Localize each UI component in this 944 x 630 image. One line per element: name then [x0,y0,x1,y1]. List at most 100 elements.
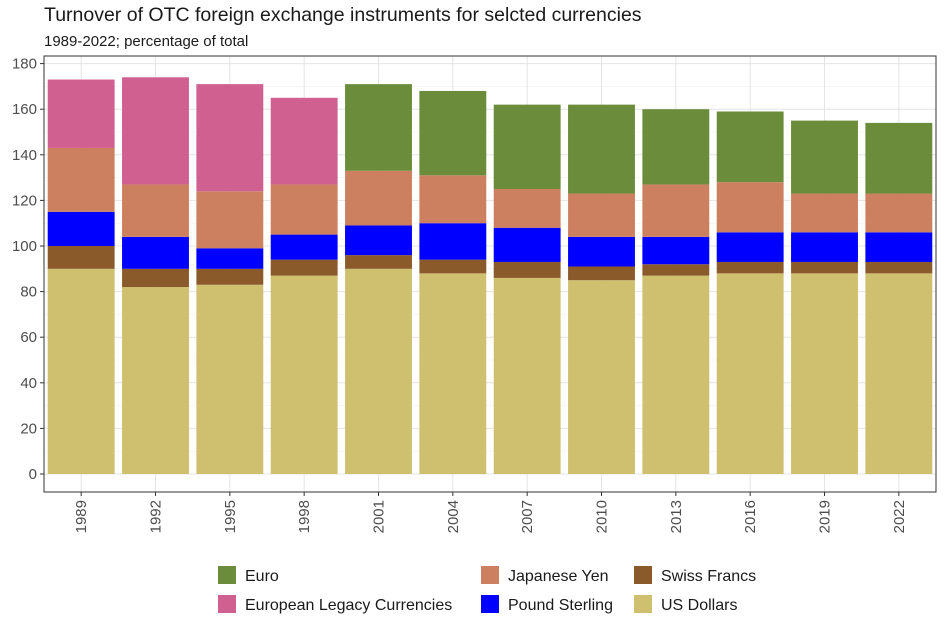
x-tick-label: 2001 [371,500,388,533]
bars [47,77,933,474]
y-tick-label: 120 [12,192,37,209]
bar-us-dollars-1989 [47,268,115,474]
y-tick-label: 180 [12,56,37,73]
bar-pound-sterling-2013 [642,236,710,265]
y-tick-label: 100 [12,238,37,255]
y-tick-label: 20 [20,420,37,437]
legend-label-japanese-yen: Japanese Yen [508,568,609,585]
bar-swiss-francs-1992 [122,268,189,288]
x-tick-label: 2019 [817,500,834,533]
bar-japanese-yen-1992 [122,184,189,237]
bar-european-legacy-currencies-1998 [270,97,338,185]
bar-pound-sterling-2001 [345,225,412,256]
legend-swatch-swiss-francs [634,566,652,584]
bar-pound-sterling-2010 [568,236,635,267]
legend-swatch-us-dollars [634,595,652,613]
bar-us-dollars-2013 [642,275,710,474]
x-tick-label: 1992 [148,500,165,533]
bar-swiss-francs-1998 [270,259,338,276]
bar-euro-2013 [642,109,710,185]
bar-european-legacy-currencies-1995 [196,84,264,192]
bar-euro-2010 [568,104,635,194]
bar-us-dollars-1995 [196,284,264,474]
bar-swiss-francs-2007 [493,261,561,278]
bar-euro-2022 [865,122,933,194]
bar-us-dollars-2007 [493,277,561,474]
bar-us-dollars-2004 [419,273,487,474]
bar-us-dollars-1998 [270,275,338,474]
bar-japanese-yen-2007 [493,189,561,228]
x-tick-label: 2007 [519,500,536,533]
plot-border [43,55,937,493]
legend-swatch-european-legacy-currencies [218,595,236,613]
bar-pound-sterling-1992 [122,236,189,269]
bar-swiss-francs-2016 [716,261,784,274]
x-tick-label: 2004 [445,500,462,533]
bar-japanese-yen-2010 [568,193,635,237]
bar-swiss-francs-2004 [419,259,487,274]
bar-japanese-yen-2022 [865,193,933,233]
bar-euro-2007 [493,104,561,189]
bar-swiss-francs-1989 [47,246,115,269]
legend-label-swiss-francs: Swiss Francs [661,568,756,585]
chart-subtitle: 1989-2022; percentage of total [44,33,249,50]
bar-pound-sterling-1989 [47,211,115,246]
bar-european-legacy-currencies-1989 [47,79,115,148]
bar-pound-sterling-2007 [493,227,561,262]
legend-label-euro: Euro [245,568,279,585]
y-tick-label: 160 [12,101,37,118]
legend-label-european-legacy-currencies: European Legacy Currencies [245,597,452,614]
bar-swiss-francs-2001 [345,255,412,269]
bar-japanese-yen-1995 [196,191,264,249]
bar-japanese-yen-2001 [345,170,412,226]
legend-label-us-dollars: US Dollars [661,597,737,614]
x-tick-label: 2022 [891,500,908,533]
bar-pound-sterling-2004 [419,223,487,260]
bar-euro-2019 [791,120,858,194]
x-tick-label: 2013 [668,500,685,533]
x-tick-label: 1995 [222,500,239,533]
x-tick-label: 1989 [73,500,90,533]
bar-japanese-yen-1989 [47,147,115,212]
bar-japanese-yen-2016 [716,182,784,233]
bar-swiss-francs-2019 [791,261,858,274]
bar-japanese-yen-2013 [642,184,710,237]
y-tick-label: 60 [20,329,37,346]
bar-swiss-francs-2022 [865,261,933,274]
bar-pound-sterling-1998 [270,234,338,260]
y-tick-label: 40 [20,375,37,392]
bar-us-dollars-2016 [716,273,784,474]
legend-swatch-pound-sterling [481,595,499,613]
bar-euro-2016 [716,111,784,183]
bar-pound-sterling-2019 [791,232,858,262]
bar-us-dollars-2001 [345,268,412,474]
bar-swiss-francs-2013 [642,264,710,276]
legend-swatch-euro [218,566,236,584]
chart-title: Turnover of OTC foreign exchange instrum… [44,4,642,26]
y-tick-label: 0 [29,466,37,483]
x-tick-label: 2016 [742,500,759,533]
bar-pound-sterling-2016 [716,232,784,262]
y-tick-label: 140 [12,147,37,164]
legend: Euro European Legacy Currencies Japanese Y… [218,566,756,614]
y-tick-label: 80 [20,284,37,301]
bar-us-dollars-1992 [122,287,189,474]
bar-euro-2001 [345,84,412,171]
bar-us-dollars-2019 [791,273,858,474]
legend-swatch-japanese-yen [481,566,499,584]
bar-japanese-yen-1998 [270,184,338,235]
bar-us-dollars-2010 [568,280,635,474]
bar-us-dollars-2022 [865,273,933,474]
bar-pound-sterling-2022 [865,232,933,262]
bar-pound-sterling-1995 [196,248,264,269]
legend-label-pound-sterling: Pound Sterling [508,597,613,614]
bar-japanese-yen-2004 [419,175,487,224]
x-tick-label: 1998 [296,500,313,533]
bar-european-legacy-currencies-1992 [122,77,189,185]
axes: 0 20 40 60 80 100 120 140 160 180 1989 1992 1995 1998… [12,56,908,534]
bar-swiss-francs-2010 [568,266,635,281]
bar-swiss-francs-1995 [196,268,264,285]
bar-euro-2004 [419,90,487,176]
bar-japanese-yen-2019 [791,193,858,233]
